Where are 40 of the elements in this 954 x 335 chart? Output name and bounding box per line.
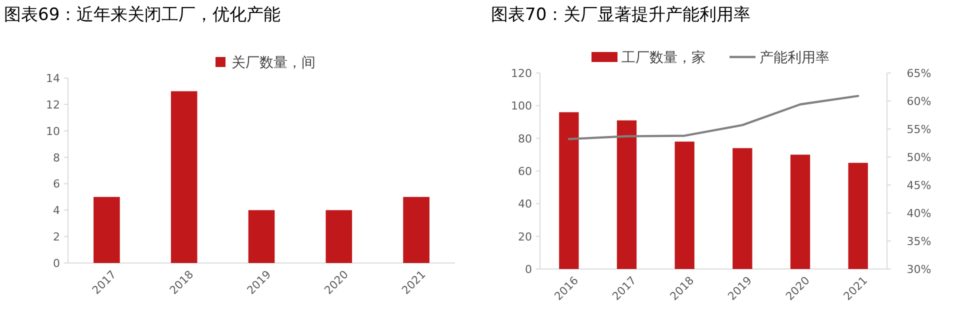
legend-label: 产能利用率 (760, 50, 830, 66)
y-tick-label: 0 (525, 263, 532, 276)
y2-tick-label: 35% (906, 235, 932, 248)
bar (674, 142, 694, 269)
bar (94, 196, 120, 263)
chart-title: 图表69：近年来关闭工厂，优化产能 (4, 5, 281, 25)
line-series (568, 94, 860, 140)
bar (326, 210, 352, 263)
y-tick-label: 12 (46, 98, 60, 112)
y2-tick-label: 50% (906, 151, 932, 164)
y-tick-label: 4 (53, 204, 60, 218)
bar (248, 210, 275, 263)
bar (170, 91, 198, 263)
y-tick-label: 60 (518, 165, 532, 178)
bar (616, 120, 637, 269)
y2-tick-label: 45% (906, 179, 932, 192)
y-tick-label: 14 (46, 72, 60, 85)
y2-tick-label: 60% (906, 95, 932, 108)
legend-label: 关厂数量，间 (232, 55, 316, 71)
y-tick-label: 40 (518, 198, 532, 211)
y-tick-label: 80 (518, 132, 532, 146)
bar (559, 112, 579, 269)
chart-title: 图表70：关厂显著提升产能利用率 (491, 5, 751, 25)
y-tick-label: 0 (53, 257, 60, 270)
y2-tick-label: 30% (906, 263, 932, 276)
y-tick-label: 8 (53, 151, 60, 164)
y-tick-label: 100 (511, 100, 532, 113)
bar (848, 162, 868, 269)
legend-label: 工厂数量，家 (622, 50, 706, 66)
y2-tick-label: 65% (906, 67, 932, 80)
y-tick-label: 120 (511, 67, 532, 80)
y-tick-label: 6 (53, 178, 60, 191)
bar (403, 196, 430, 263)
bar (790, 154, 810, 269)
bar (732, 148, 752, 269)
y2-tick-label: 40% (906, 207, 932, 220)
y-tick-label: 20 (518, 230, 532, 244)
y-tick-label: 2 (53, 230, 60, 244)
y-tick-label: 10 (46, 124, 60, 138)
y2-tick-label: 55% (906, 123, 932, 136)
